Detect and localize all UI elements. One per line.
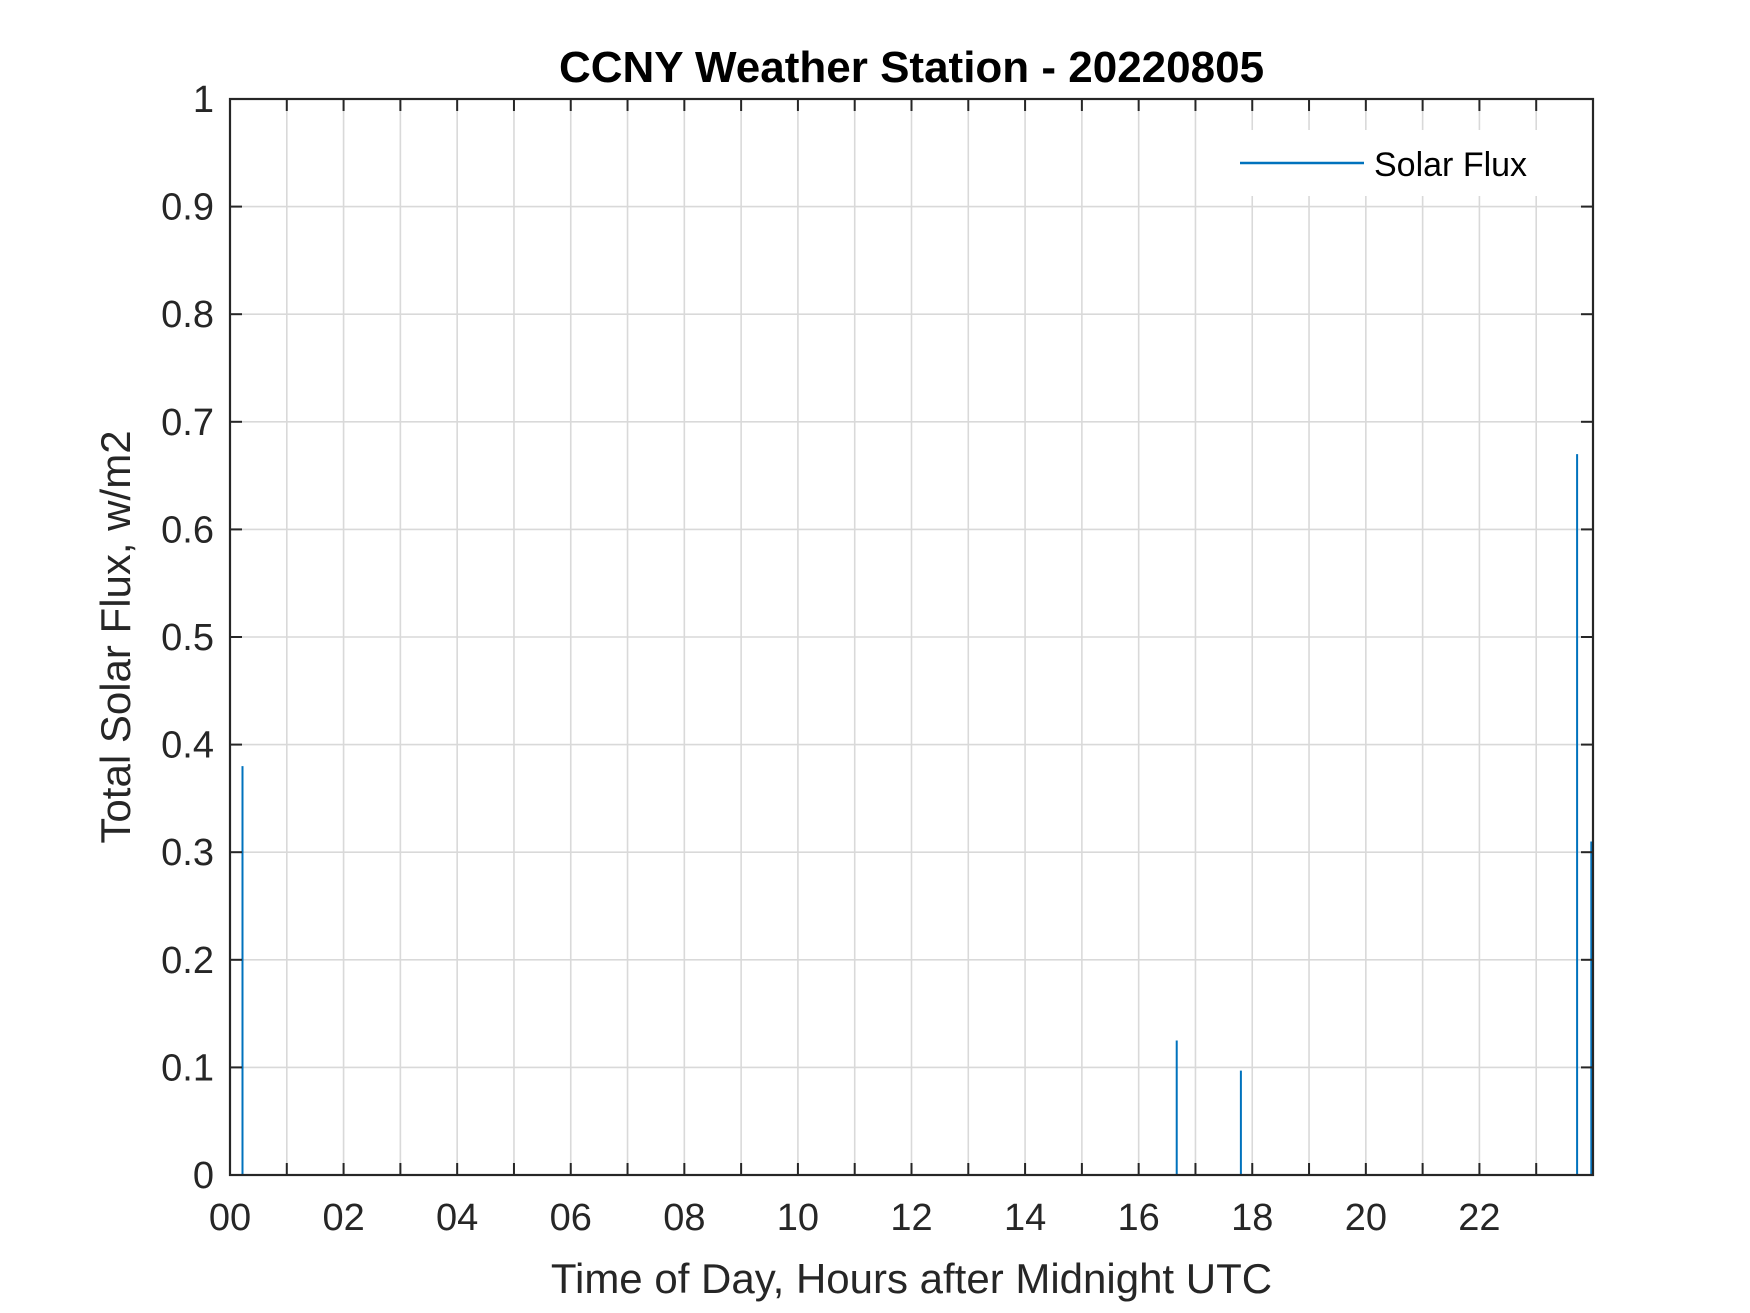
grid-lines: [230, 99, 1593, 1175]
legend-label: Solar Flux: [1374, 146, 1527, 184]
y-tick-label: 0.2: [161, 940, 214, 982]
x-tick-label: 04: [436, 1197, 478, 1239]
x-axis-label: Time of Day, Hours after Midnight UTC: [551, 1255, 1272, 1302]
x-tick-label: 18: [1231, 1197, 1273, 1239]
y-tick-label: 0.8: [161, 294, 214, 336]
y-tick-label: 1: [193, 79, 214, 121]
y-tick-label: 0.9: [161, 187, 214, 229]
tick-marks: [229, 98, 1593, 1176]
x-tick-label: 20: [1345, 1197, 1387, 1239]
y-tick-label: 0.4: [161, 725, 214, 767]
x-tick-label: 06: [550, 1197, 592, 1239]
x-tick-label: 12: [890, 1197, 932, 1239]
chart-title: CCNY Weather Station - 20220805: [559, 43, 1264, 92]
legend: Solar Flux: [1222, 130, 1572, 196]
y-tick-label: 0.6: [161, 509, 214, 551]
x-tick-labels: 00 02 04 06 08 10 12 14 16 18 20 22: [209, 1197, 1501, 1239]
y-tick-labels: 0 0.1 0.2 0.3 0.4 0.5 0.6 0.7 0.8 0.9 1: [161, 79, 214, 1197]
x-tick-label: 14: [1004, 1197, 1046, 1239]
x-tick-label: 00: [209, 1197, 251, 1239]
x-tick-label: 02: [322, 1197, 364, 1239]
x-tick-label: 08: [663, 1197, 705, 1239]
y-tick-label: 0: [193, 1155, 214, 1197]
y-axis-label: Total Solar Flux, w/m2: [92, 430, 139, 843]
x-tick-label: 10: [777, 1197, 819, 1239]
x-tick-label: 16: [1118, 1197, 1160, 1239]
y-tick-label: 0.5: [161, 617, 214, 659]
x-tick-label: 22: [1458, 1197, 1500, 1239]
y-tick-label: 0.7: [161, 402, 214, 444]
y-tick-label: 0.1: [161, 1047, 214, 1089]
y-tick-label: 0.3: [161, 832, 214, 874]
